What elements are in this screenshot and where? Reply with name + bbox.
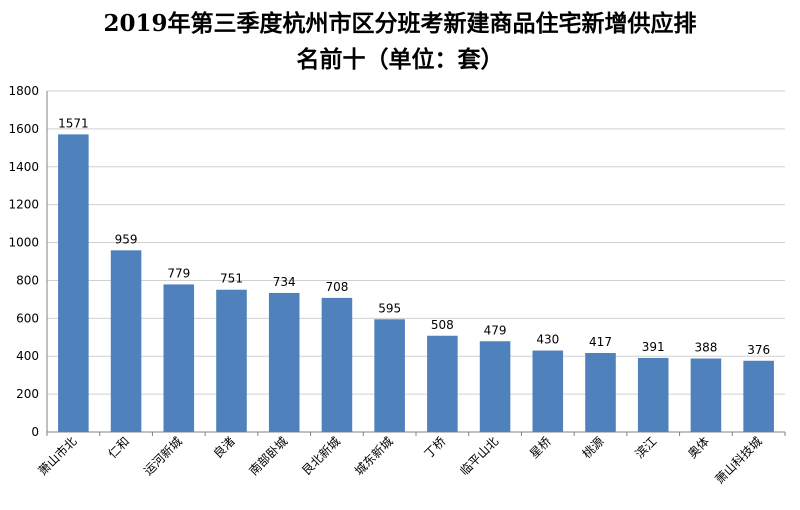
chart-title-line-2: 名前十（单位：套） (296, 46, 504, 73)
y-tick-label: 0 (31, 425, 39, 439)
x-tick-label: 城东新城 (351, 434, 396, 479)
y-tick-label: 1400 (8, 160, 39, 174)
y-tick-label: 1800 (8, 84, 39, 98)
y-tick-label: 1000 (8, 236, 39, 250)
data-label: 779 (167, 266, 190, 280)
data-label: 391 (642, 340, 665, 354)
data-label: 479 (484, 323, 507, 337)
y-tick-label: 600 (16, 311, 39, 325)
bar (532, 350, 564, 432)
bar (268, 292, 300, 432)
bar (479, 341, 511, 432)
x-tick-label: 临平山北 (457, 434, 501, 478)
data-label: 508 (431, 318, 454, 332)
y-tick-label: 400 (16, 349, 39, 363)
x-tick-label: 南部卧城 (246, 434, 291, 479)
bar (216, 289, 247, 432)
data-label: 959 (115, 232, 138, 246)
x-tick-label: 萧山市北 (35, 434, 80, 479)
bar (637, 357, 669, 432)
data-label: 751 (220, 272, 243, 286)
x-tick-label: 艮北新城 (298, 434, 343, 479)
data-label: 1571 (58, 116, 89, 130)
y-tick-label: 1200 (8, 198, 39, 212)
bar (743, 360, 774, 432)
chart-title-line-1: 2019年第三季度杭州市区分班考新建商品住宅新增供应排 (103, 10, 697, 37)
x-tick-label: 滨江 (632, 434, 660, 462)
bar (58, 134, 89, 432)
x-tick-label: 仁和 (105, 434, 132, 461)
x-tick-label: 星桥 (527, 434, 554, 461)
data-label: 430 (536, 333, 559, 347)
x-tick-label: 丁桥 (422, 434, 449, 461)
data-label: 388 (694, 340, 717, 354)
x-tick-label: 良渚 (210, 434, 238, 462)
bar (163, 284, 195, 432)
x-tick-label: 奥体 (685, 434, 712, 461)
x-tick-label: 运河新城 (140, 434, 185, 479)
data-label: 734 (273, 275, 296, 289)
data-label: 376 (747, 343, 770, 357)
bar (690, 358, 722, 432)
bar (427, 335, 458, 432)
data-label: 708 (325, 280, 348, 294)
y-tick-label: 200 (16, 387, 39, 401)
x-tick-label: 桃源 (579, 434, 607, 462)
bar (110, 250, 142, 432)
bar (585, 353, 616, 432)
bar (374, 319, 405, 432)
data-label: 595 (378, 301, 401, 315)
y-tick-label: 800 (16, 273, 39, 287)
data-label: 417 (589, 335, 612, 349)
y-tick-label: 1600 (8, 122, 39, 136)
bar (321, 297, 353, 432)
chart-title: 2019年第三季度杭州市区分班考新建商品住宅新增供应排 名前十（单位：套） (0, 6, 800, 78)
x-tick-label: 萧山科技城 (712, 434, 764, 486)
